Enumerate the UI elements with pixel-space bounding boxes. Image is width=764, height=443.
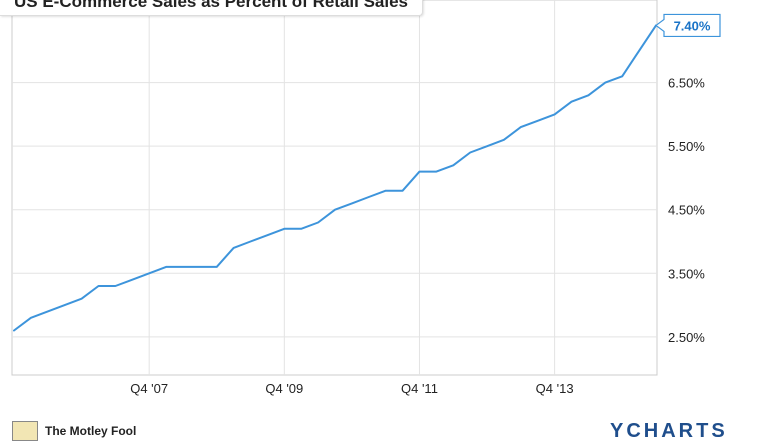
series-line bbox=[13, 24, 657, 332]
y-tick-label: 4.50% bbox=[668, 203, 705, 218]
last-value-label: 7.40% bbox=[674, 18, 711, 33]
y-tick-label: 2.50% bbox=[668, 330, 705, 345]
motley-fool-logo-icon bbox=[12, 421, 38, 441]
plot-area bbox=[11, 0, 658, 376]
x-tick-label: Q4 '09 bbox=[265, 381, 303, 396]
x-tick-label: Q4 '07 bbox=[130, 381, 168, 396]
x-gridlines bbox=[148, 0, 556, 375]
last-value-callout bbox=[655, 13, 721, 38]
x-tick-label: Q4 '13 bbox=[536, 381, 574, 396]
y-tick-label: 6.50% bbox=[668, 76, 705, 91]
y-axis-tick-labels: 2.50% 3.50% 4.50% 5.50% 6.50% bbox=[668, 76, 705, 345]
line-chart: Q4 '07 Q4 '09 Q4 '11 Q4 '13 2.50% 3.50% 4.50%… bbox=[11, 0, 721, 396]
chart-title-box: US E-Commerce Sales as Percent of Retail… bbox=[0, 0, 424, 16]
x-tick-label: Q4 '11 bbox=[401, 381, 438, 396]
chart-title: US E-Commerce Sales as Percent of Retail… bbox=[14, 0, 409, 11]
footer-source-label: The Motley Fool bbox=[45, 424, 137, 438]
x-axis-tick-labels: Q4 '07 Q4 '09 Q4 '11 Q4 '13 bbox=[130, 381, 573, 396]
series-layer: 7.40% bbox=[13, 13, 721, 332]
y-tick-label: 5.50% bbox=[668, 139, 705, 154]
y-tick-label: 3.50% bbox=[668, 266, 705, 281]
